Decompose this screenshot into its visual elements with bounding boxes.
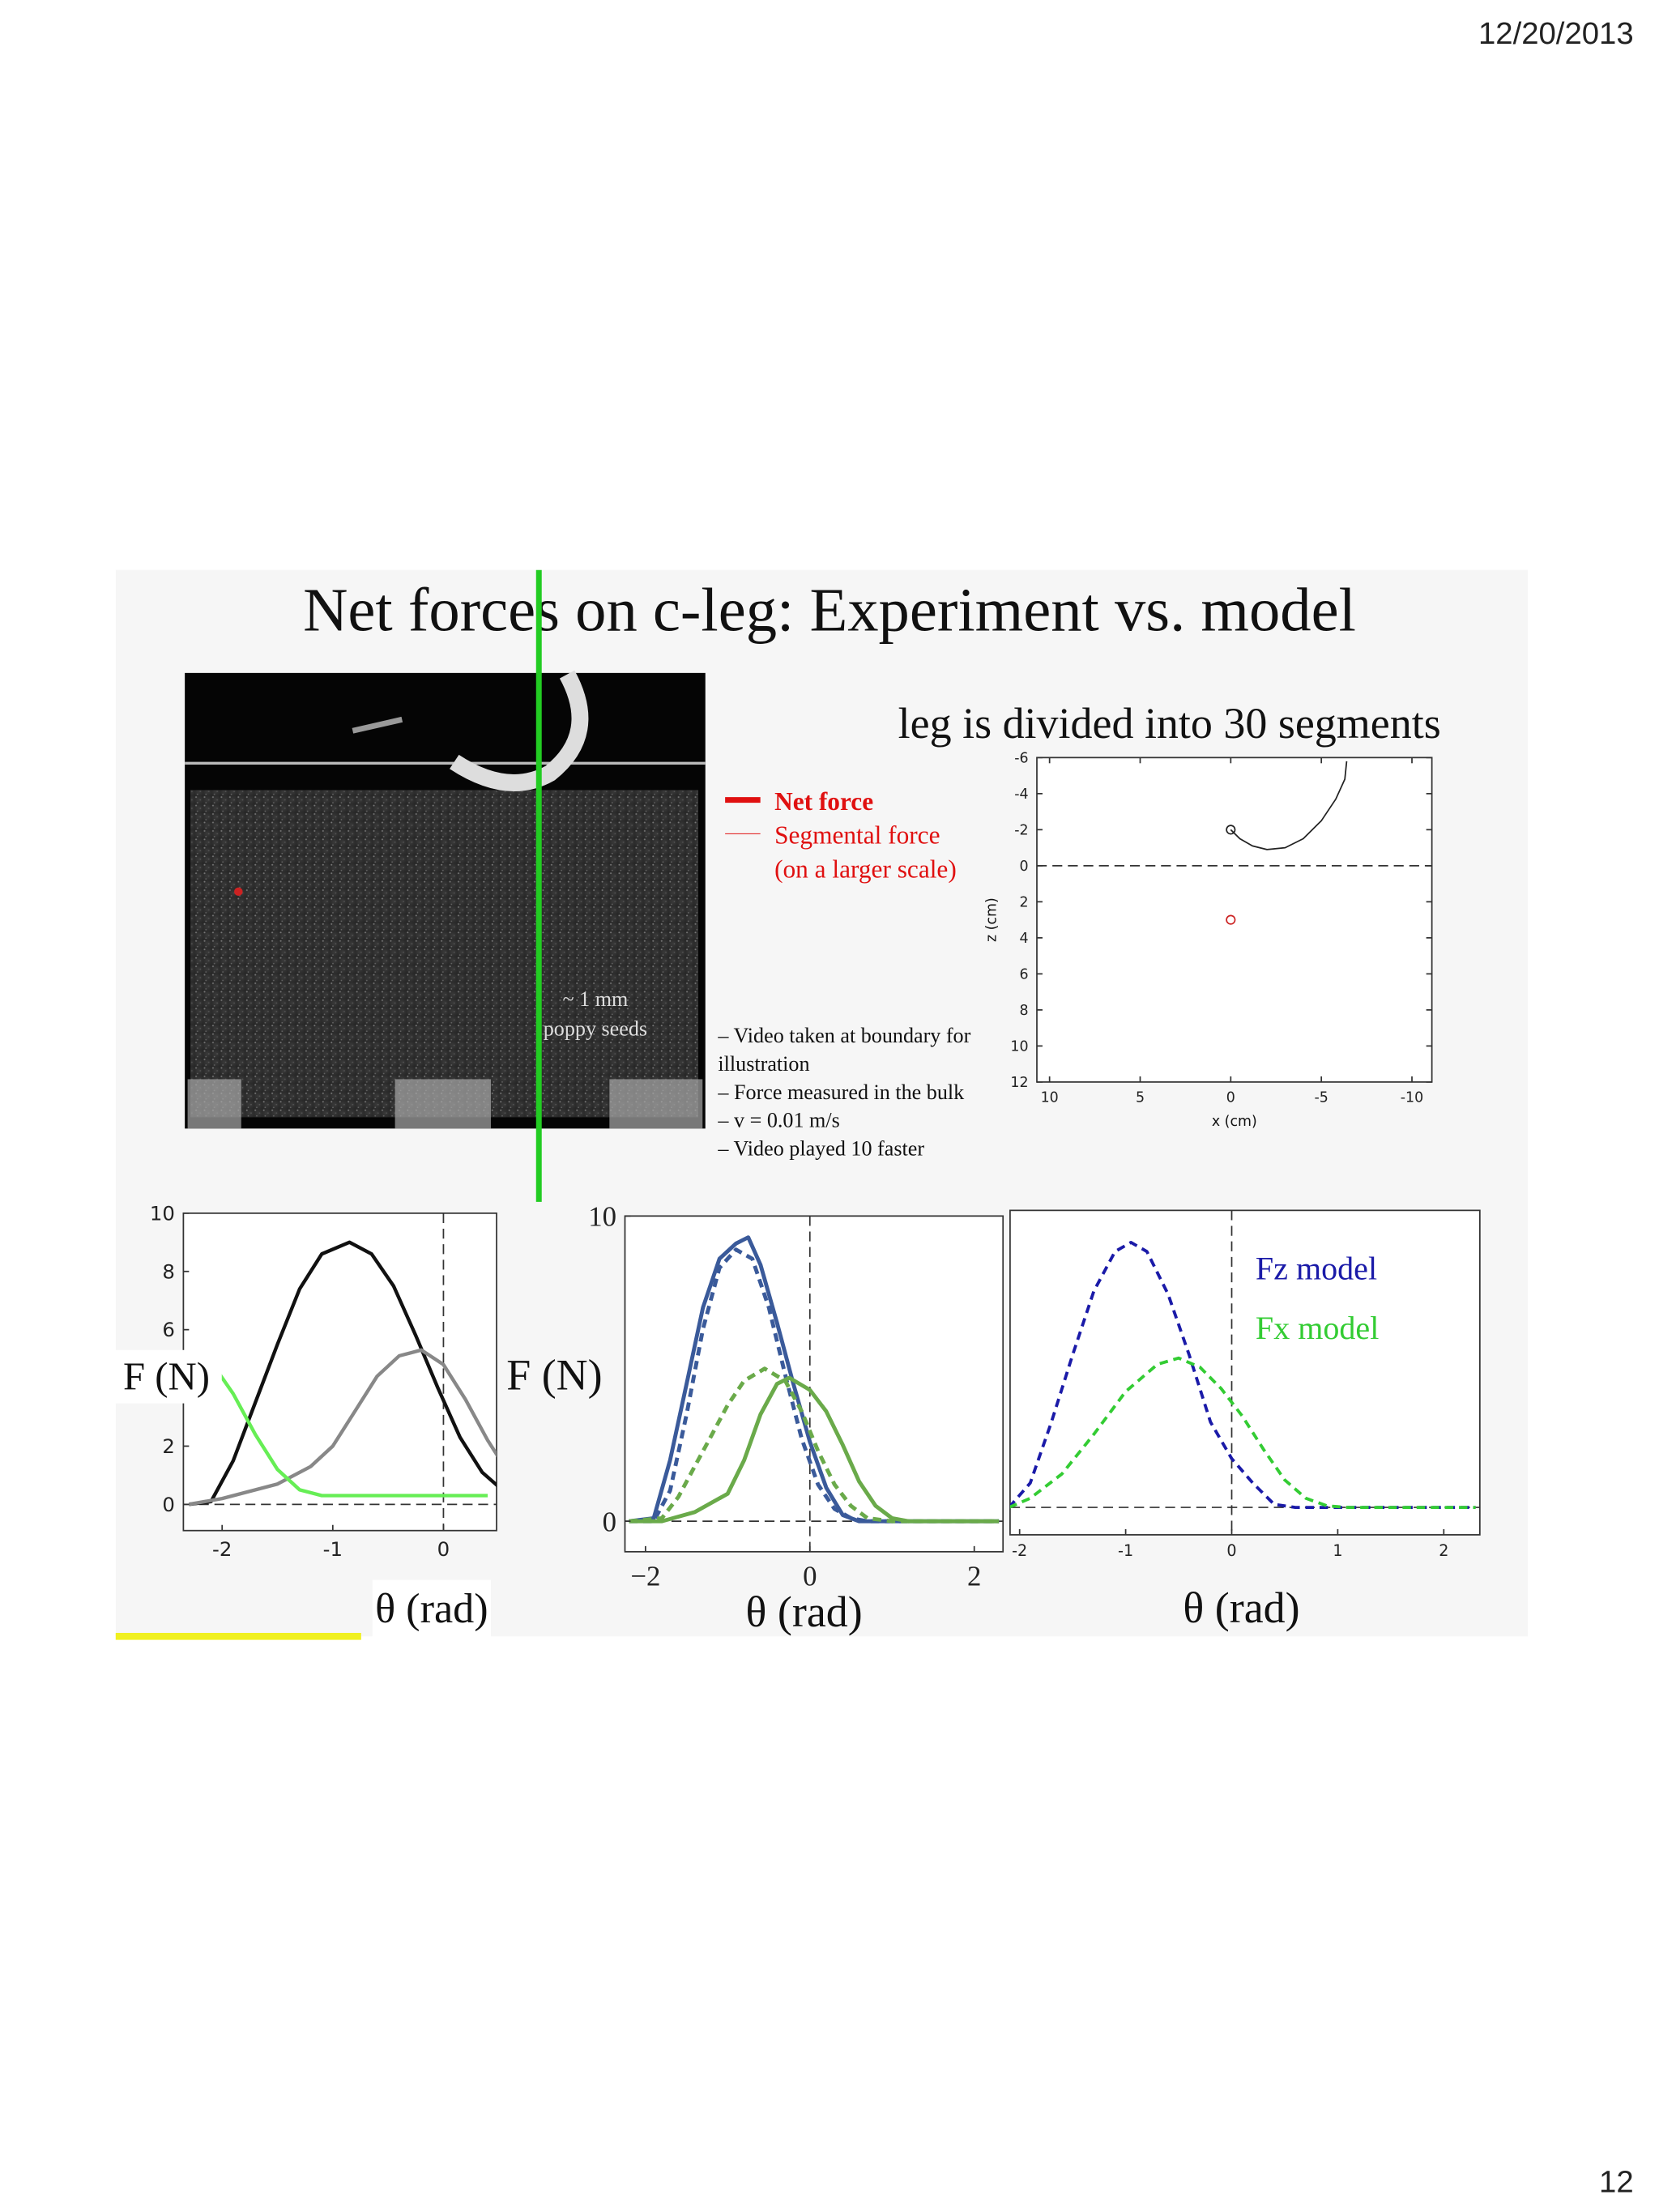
y-tick-label: 10 xyxy=(588,1201,616,1233)
experiment-photo: ~ 1 mm poppy seeds xyxy=(185,670,706,1129)
plot-area xyxy=(1009,1209,1481,1536)
reflection xyxy=(352,716,403,734)
x-tick-label: 10 xyxy=(1041,1089,1059,1106)
y-tick-label: 2 xyxy=(1019,894,1028,910)
x-tick-label: 0 xyxy=(1226,1541,1236,1560)
note: – Video taken at boundary for xyxy=(717,1024,970,1047)
y-tick-label: -6 xyxy=(1014,750,1028,766)
x-tick-label: -1 xyxy=(323,1537,343,1561)
chart: −2 0 2 0 10 θ (rad) F (N) xyxy=(506,1201,1004,1636)
y-tick-label: 2 xyxy=(162,1434,175,1458)
x-axis-label: θ (rad) xyxy=(375,1585,488,1632)
y-tick-label: 0 xyxy=(603,1506,616,1537)
notes: – Video taken at boundary for illustrati… xyxy=(717,1024,970,1160)
y-tick-label: 10 xyxy=(150,1201,175,1225)
marker-dot xyxy=(234,887,243,897)
data-line xyxy=(188,1348,497,1507)
page-number: 12 xyxy=(1599,2164,1634,2199)
x-tick-label: −2 xyxy=(630,1561,660,1592)
label-background xyxy=(372,1579,492,1638)
note: – v = 0.01 m/s xyxy=(717,1109,839,1132)
x-tick-label: -2 xyxy=(1012,1541,1027,1560)
y-axis-label: F (N) xyxy=(506,1351,602,1400)
c-leg xyxy=(450,670,589,791)
x-tick-label: 5 xyxy=(1136,1089,1145,1106)
chart: 10 5 0 -5 -10 -6 -4 -2 0 2 4 6 8 10 12 x (cm) z (cm) xyxy=(983,750,1433,1130)
x-axis-label: θ (rad) xyxy=(746,1588,863,1636)
support-block xyxy=(609,1079,703,1129)
x-tick-label: 2 xyxy=(967,1561,981,1592)
plot xyxy=(625,1216,1004,1552)
x-tick-label: -5 xyxy=(1314,1089,1328,1106)
x-axis-label: x (cm) xyxy=(1212,1114,1257,1130)
legend-label: Fz model xyxy=(1256,1251,1377,1287)
plot xyxy=(183,1213,497,1531)
y-tick-label: 12 xyxy=(1010,1075,1028,1091)
y-tick-label: -4 xyxy=(1014,786,1028,803)
y-tick-label: 8 xyxy=(1019,1003,1028,1019)
data-line xyxy=(629,1375,1000,1524)
x-tick-label: 0 xyxy=(1226,1089,1235,1106)
label-background xyxy=(111,1349,222,1404)
photo-caption: ~ 1 mm xyxy=(562,987,628,1011)
x-tick-label: -1 xyxy=(1118,1541,1133,1560)
plot-area xyxy=(182,1212,497,1532)
y-tick-label: 8 xyxy=(162,1259,175,1283)
x-tick-label: 1 xyxy=(1333,1541,1342,1560)
data-line xyxy=(1009,1240,1476,1510)
y-tick-label: -2 xyxy=(1014,822,1028,838)
slide-subtitle: leg is divided into 30 segments xyxy=(898,699,1441,748)
y-tick-label: 10 xyxy=(1010,1038,1028,1055)
point-marker xyxy=(1226,825,1236,835)
y-axis-label: F (N) xyxy=(123,1355,210,1399)
note: – Video played 10 faster xyxy=(717,1136,924,1160)
y-tick-label: 6 xyxy=(162,1318,175,1341)
y-tick-label: 0 xyxy=(1019,859,1028,875)
plot xyxy=(1009,1210,1480,1535)
x-tick-label: 0 xyxy=(803,1561,817,1592)
x-tick-label: -2 xyxy=(212,1537,232,1561)
x-tick-label: 2 xyxy=(1439,1541,1448,1560)
note: – Force measured in the bulk xyxy=(717,1080,965,1104)
photo-caption: poppy seeds xyxy=(544,1016,647,1040)
legend-label: Fx model xyxy=(1256,1310,1379,1346)
data-line xyxy=(1009,1356,1476,1510)
data-line xyxy=(1230,761,1348,850)
y-axis-label: z (cm) xyxy=(983,897,1000,942)
x-tick-label: -10 xyxy=(1401,1089,1423,1106)
x-tick-label: 0 xyxy=(437,1537,450,1561)
data-line xyxy=(629,1247,1000,1524)
legend-label: Segmental force xyxy=(774,821,940,850)
legend-label: (on a larger scale) xyxy=(774,855,957,883)
legend-label: Net force xyxy=(774,787,873,816)
date: 12/20/2013 xyxy=(1478,16,1634,51)
force-legend: Net force Segmental force (on a larger s… xyxy=(725,787,957,883)
y-tick-label: 4 xyxy=(1019,931,1028,947)
support-block xyxy=(394,1079,492,1129)
plot xyxy=(1037,761,1432,925)
point-marker xyxy=(1226,914,1236,925)
sand-bed xyxy=(190,790,699,1118)
support-block xyxy=(187,1079,241,1129)
data-line xyxy=(629,1366,1000,1524)
x-axis-label: θ (rad) xyxy=(1183,1583,1299,1632)
chart: -2-100246810θ (rad)F (N) xyxy=(111,1201,497,1638)
note: illustration xyxy=(718,1052,809,1076)
plot-area xyxy=(624,1215,1004,1553)
slide-title: Net forces on c-leg: Experiment vs. mode… xyxy=(303,576,1356,645)
chart: -2 -1 0 1 2 θ (rad) Fz model Fx model xyxy=(1009,1209,1481,1632)
y-tick-label: 6 xyxy=(1019,966,1028,982)
y-tick-label: 0 xyxy=(162,1493,175,1516)
data-line xyxy=(188,1240,497,1507)
